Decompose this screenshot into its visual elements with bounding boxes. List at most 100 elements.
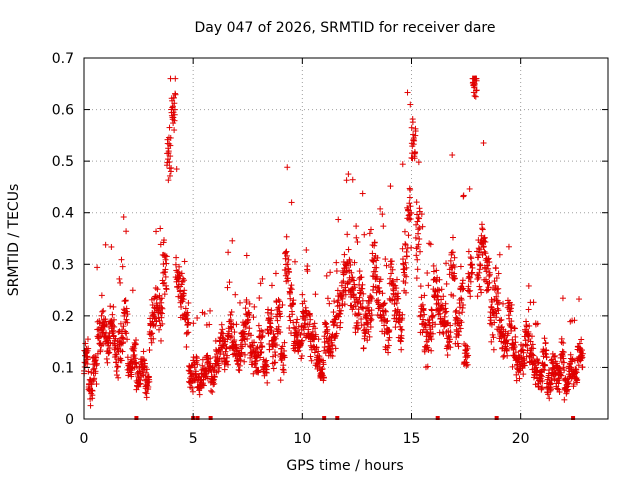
data-point bbox=[457, 325, 464, 332]
data-point bbox=[289, 311, 296, 318]
y-tick-label: 0.2 bbox=[52, 309, 74, 325]
data-point bbox=[329, 353, 336, 360]
data-point bbox=[374, 254, 381, 261]
data-point bbox=[487, 317, 494, 324]
x-tick-label: 10 bbox=[293, 431, 311, 447]
data-point bbox=[391, 296, 398, 303]
data-point bbox=[110, 316, 117, 323]
data-point bbox=[522, 341, 529, 348]
data-point bbox=[122, 297, 129, 304]
data-point bbox=[107, 339, 114, 346]
data-point bbox=[437, 315, 444, 322]
data-point bbox=[482, 250, 489, 257]
data-point bbox=[461, 340, 468, 347]
data-point bbox=[579, 350, 586, 357]
data-point bbox=[237, 299, 244, 306]
data-point bbox=[123, 330, 130, 337]
data-point bbox=[158, 304, 165, 311]
data-point bbox=[380, 223, 387, 230]
data-point bbox=[243, 252, 250, 259]
data-point bbox=[332, 316, 339, 323]
data-point bbox=[320, 361, 327, 368]
data-point bbox=[172, 75, 179, 82]
data-point bbox=[279, 343, 286, 350]
data-point bbox=[421, 348, 428, 355]
data-point bbox=[323, 335, 330, 342]
data-point bbox=[329, 341, 336, 348]
data-point bbox=[344, 231, 351, 238]
data-point bbox=[355, 311, 362, 318]
data-gap-marker bbox=[195, 416, 200, 420]
data-point bbox=[539, 377, 546, 384]
data-point bbox=[464, 345, 471, 352]
data-point bbox=[167, 134, 174, 141]
data-point bbox=[355, 306, 362, 313]
data-point bbox=[361, 333, 368, 340]
data-point bbox=[394, 306, 401, 313]
data-point bbox=[123, 316, 130, 323]
data-point bbox=[184, 309, 191, 316]
data-point bbox=[414, 243, 421, 250]
data-point bbox=[501, 333, 508, 340]
data-point bbox=[402, 259, 409, 266]
data-point bbox=[511, 343, 518, 350]
data-point bbox=[284, 252, 291, 259]
data-point bbox=[114, 363, 121, 370]
data-point bbox=[312, 291, 319, 298]
data-point bbox=[408, 209, 415, 216]
data-point bbox=[167, 142, 174, 149]
data-point bbox=[295, 323, 302, 330]
data-point bbox=[486, 271, 493, 278]
data-point bbox=[256, 294, 263, 301]
data-point bbox=[286, 269, 293, 276]
data-point bbox=[281, 354, 288, 361]
data-point bbox=[458, 296, 465, 303]
data-point bbox=[331, 298, 338, 305]
data-point bbox=[407, 203, 414, 210]
data-point bbox=[257, 339, 264, 346]
data-point bbox=[246, 312, 253, 319]
data-point bbox=[105, 350, 112, 357]
data-point bbox=[453, 315, 460, 322]
data-point bbox=[389, 266, 396, 273]
data-point bbox=[466, 274, 473, 281]
data-point bbox=[321, 339, 328, 346]
data-point bbox=[282, 249, 289, 256]
data-point bbox=[181, 287, 188, 294]
data-point bbox=[484, 256, 491, 263]
data-point bbox=[420, 305, 427, 312]
data-point bbox=[476, 246, 483, 253]
data-point bbox=[354, 238, 361, 245]
data-point bbox=[319, 365, 326, 372]
data-point bbox=[340, 278, 347, 285]
data-point bbox=[432, 321, 439, 328]
data-point bbox=[366, 333, 373, 340]
data-point bbox=[367, 317, 374, 324]
data-point bbox=[460, 301, 467, 308]
data-point bbox=[370, 258, 377, 265]
data-point bbox=[99, 308, 106, 315]
data-point bbox=[531, 358, 538, 365]
data-point bbox=[474, 293, 481, 300]
data-point bbox=[465, 352, 472, 359]
data-point bbox=[120, 323, 127, 330]
data-point bbox=[381, 316, 388, 323]
data-point bbox=[171, 100, 178, 107]
data-point bbox=[246, 325, 253, 332]
data-point bbox=[355, 325, 362, 332]
data-point bbox=[338, 307, 345, 314]
data-point bbox=[255, 322, 262, 329]
data-point bbox=[447, 344, 454, 351]
data-point bbox=[183, 312, 190, 319]
data-point bbox=[339, 295, 346, 302]
data-point bbox=[408, 124, 415, 131]
data-point bbox=[224, 284, 231, 291]
data-point bbox=[172, 261, 179, 268]
data-point bbox=[528, 333, 535, 340]
data-point bbox=[512, 349, 519, 356]
data-point bbox=[133, 360, 140, 367]
data-point bbox=[288, 286, 295, 293]
data-point bbox=[182, 305, 189, 312]
data-point bbox=[466, 185, 473, 192]
data-point bbox=[564, 386, 571, 393]
